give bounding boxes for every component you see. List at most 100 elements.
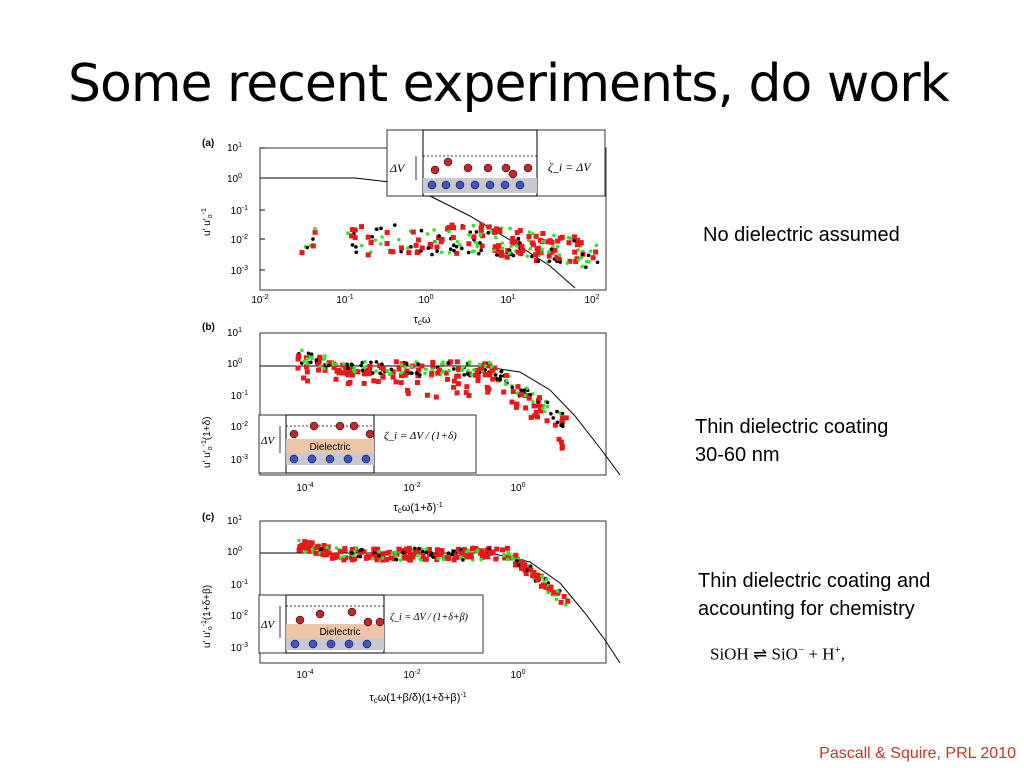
scatter-point	[343, 555, 349, 561]
scatter-point	[549, 249, 555, 255]
scatter-point	[546, 581, 551, 585]
scatter-point	[342, 361, 346, 366]
panel-b-xtick: 10-2	[403, 482, 420, 494]
scatter-point	[560, 424, 565, 429]
scatter-point	[297, 538, 301, 543]
scatter-point	[482, 371, 488, 377]
scatter-point	[436, 235, 442, 241]
scatter-point	[508, 226, 512, 231]
panel-a-ytick: 10-1	[231, 205, 248, 217]
scatter-point	[497, 229, 503, 235]
scatter-point	[475, 373, 481, 379]
scatter-point	[417, 373, 422, 377]
scatter-point	[334, 553, 340, 559]
scatter-point	[525, 568, 530, 572]
scatter-point	[502, 553, 506, 558]
scatter-point	[548, 585, 554, 591]
panel-b-xlabel: τcω(1+δ)-1	[393, 502, 442, 515]
scatter-point	[507, 555, 513, 561]
note-c-line2: accounting for chemistry	[698, 598, 915, 620]
scatter-point	[509, 244, 513, 249]
scatter-point	[478, 233, 482, 237]
scatter-point	[313, 550, 319, 556]
scatter-point	[540, 239, 545, 244]
scatter-point	[406, 548, 412, 554]
scatter-point	[523, 571, 529, 577]
scatter-point	[468, 230, 473, 234]
panel-a-xtick: 100	[418, 294, 433, 306]
scatter-point	[358, 548, 363, 553]
scatter-point	[519, 244, 525, 250]
scatter-point	[362, 370, 368, 376]
panel-c-ytick: 10-2	[231, 610, 248, 622]
scatter-point	[555, 244, 560, 249]
scatter-point	[542, 409, 547, 414]
panel-c-inset-equation: ζ_i = ΔV / (1+δ+β)	[390, 612, 469, 623]
scatter-point	[538, 583, 544, 589]
scatter-point	[393, 550, 398, 555]
scatter-point	[510, 389, 516, 395]
scatter-point	[586, 253, 591, 258]
scatter-point	[323, 547, 329, 553]
cation-icon	[363, 617, 373, 627]
scatter-point	[425, 232, 430, 236]
scatter-point	[501, 389, 507, 395]
scatter-point	[540, 247, 544, 252]
panel-a-ytick: 10-2	[231, 234, 248, 246]
scatter-point	[523, 405, 529, 411]
panel-b-label: (b)	[202, 322, 215, 333]
scatter-point	[371, 378, 377, 384]
scatter-point	[466, 368, 470, 373]
scatter-point	[549, 411, 553, 416]
scatter-point	[317, 354, 323, 360]
panel-b-ytick: 10-1	[231, 390, 248, 402]
scatter-point	[590, 255, 596, 261]
scatter-point	[359, 243, 364, 248]
scatter-point	[372, 550, 377, 555]
scatter-point	[471, 234, 477, 240]
scatter-point	[405, 390, 411, 396]
scatter-point	[510, 556, 515, 560]
scatter-point	[424, 367, 428, 371]
panel-c-scatter	[296, 538, 571, 607]
scatter-point	[398, 380, 404, 386]
scatter-point	[580, 264, 584, 269]
panel-c-inset-dv: ΔV	[260, 619, 275, 631]
scatter-point	[555, 420, 560, 425]
scatter-point	[353, 369, 357, 374]
scatter-point	[453, 554, 459, 560]
scatter-point	[322, 367, 328, 373]
panel-c-xtick: 100	[510, 669, 525, 681]
panel-a-scatter	[299, 222, 600, 270]
panel-b-scatter	[295, 348, 569, 451]
scatter-point	[303, 549, 307, 554]
scatter-point	[484, 547, 490, 553]
scatter-point	[559, 418, 565, 424]
cation-icon	[483, 163, 493, 173]
scatter-point	[593, 249, 599, 255]
scatter-point	[489, 368, 495, 374]
scatter-point	[496, 243, 502, 249]
note-b-line2: 30-60 nm	[695, 444, 780, 466]
scatter-point	[531, 570, 537, 576]
scatter-point	[454, 250, 460, 256]
scatter-point	[397, 237, 401, 242]
scatter-point	[555, 409, 559, 414]
scatter-point	[345, 362, 349, 367]
scatter-point	[515, 384, 521, 390]
scatter-point	[480, 233, 486, 239]
note-thin-dielectric: Thin dielectric coating 30-60 nm	[695, 413, 888, 469]
scatter-point	[370, 234, 375, 239]
note-dielectric-chemistry: Thin dielectric coating and accounting f…	[698, 567, 930, 623]
scatter-point	[410, 229, 416, 235]
scatter-point	[337, 549, 343, 555]
scatter-point	[399, 249, 403, 254]
scatter-point	[461, 547, 467, 553]
scatter-point	[451, 225, 457, 231]
scatter-point	[486, 224, 492, 230]
scatter-point	[572, 238, 576, 243]
scatter-point	[349, 227, 355, 233]
scatter-point	[536, 400, 540, 405]
scatter-point	[455, 546, 461, 552]
scatter-point	[384, 550, 390, 556]
